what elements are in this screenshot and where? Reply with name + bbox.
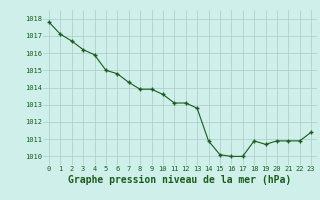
X-axis label: Graphe pression niveau de la mer (hPa): Graphe pression niveau de la mer (hPa)	[68, 175, 292, 185]
